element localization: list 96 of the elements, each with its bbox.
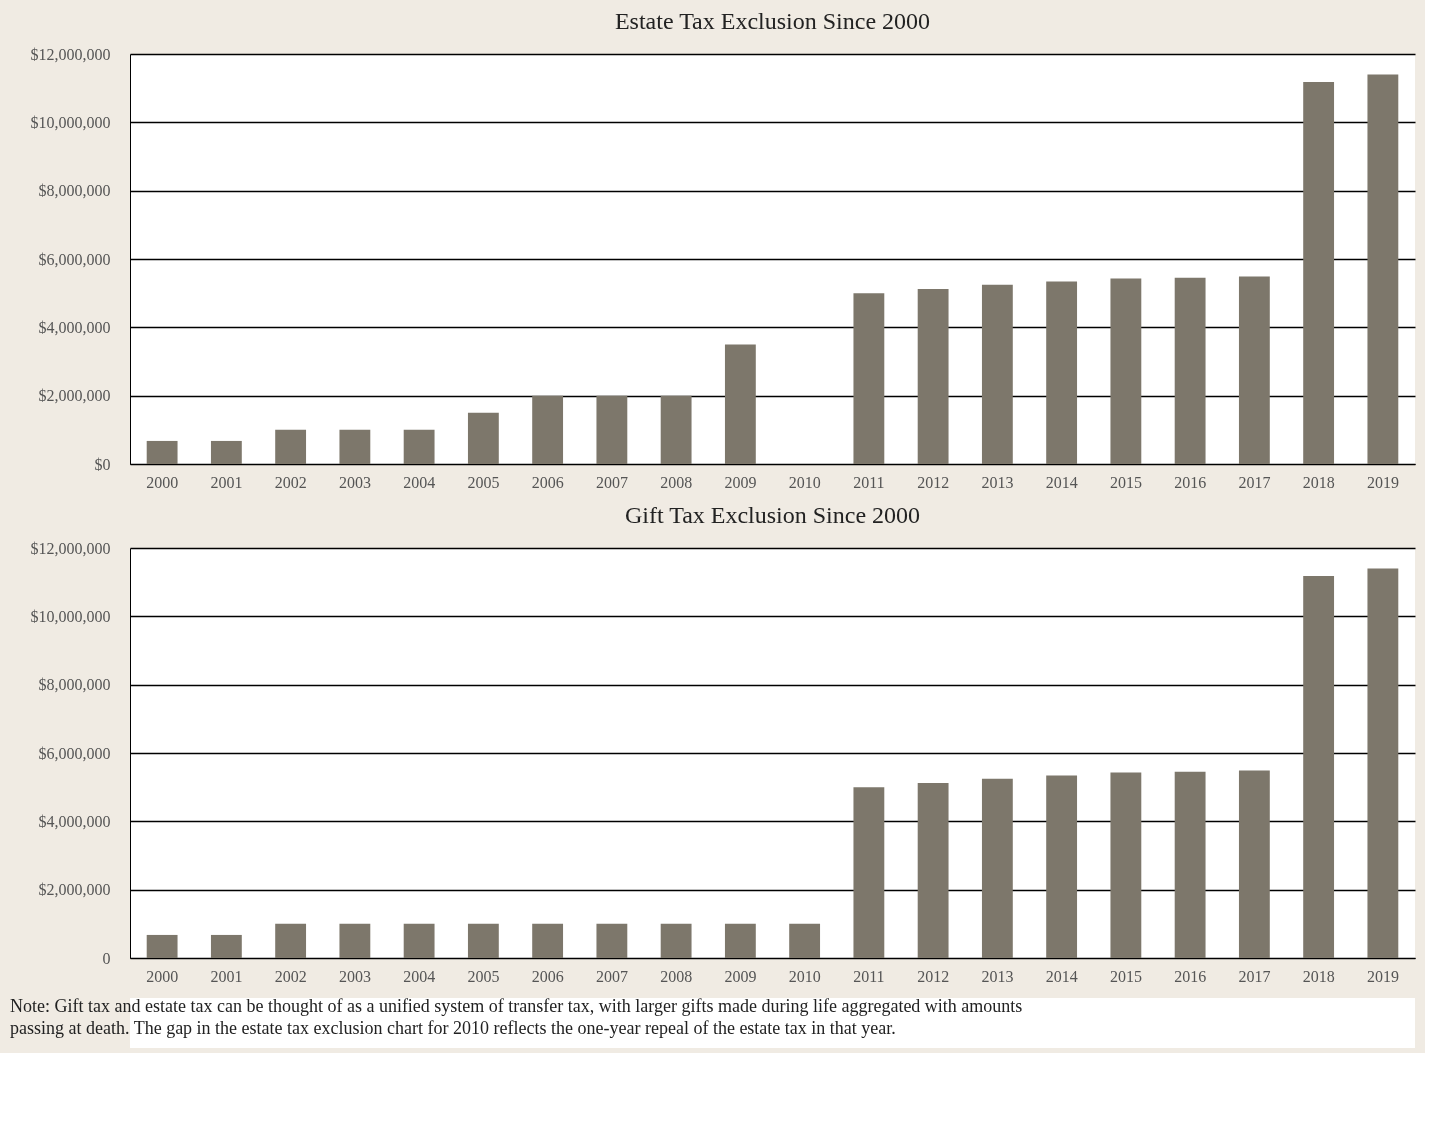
x-tick-label: 2013 — [981, 967, 1014, 985]
x-tick-label: 2000 — [146, 473, 179, 491]
y-tick-label: $4,000,000 — [38, 812, 111, 830]
x-tick-label: 2003 — [338, 473, 371, 491]
bar — [853, 293, 885, 464]
x-tick-label: 2005 — [467, 473, 500, 491]
x-tick-label: 2011 — [853, 473, 885, 491]
y-tick-label: $2,000,000 — [38, 387, 111, 405]
bar — [1046, 775, 1078, 958]
bar — [596, 923, 628, 958]
x-tick-label: 2006 — [531, 967, 564, 985]
x-tick-label: 2009 — [724, 473, 757, 491]
bar — [660, 923, 692, 958]
y-tick-label: $0 — [94, 455, 111, 473]
x-tick-label: 2014 — [1045, 473, 1078, 491]
bar — [917, 783, 949, 958]
y-tick-label: $6,000,000 — [38, 250, 111, 268]
bar — [146, 934, 178, 958]
bar — [1238, 276, 1270, 464]
x-tick-label: 2019 — [1366, 473, 1399, 491]
bar — [532, 395, 564, 464]
bar — [467, 412, 499, 464]
bar — [1303, 82, 1335, 464]
x-tick-label: 2011 — [853, 967, 885, 985]
bar — [1110, 278, 1142, 464]
x-tick-label: 2002 — [274, 473, 307, 491]
bar — [1367, 74, 1399, 464]
x-tick-label: 2018 — [1302, 967, 1335, 985]
y-tick-label: $8,000,000 — [38, 182, 111, 200]
text: Note: Gift tax and estate tax can be thought of as a unified system of transfer tax, with larger gifts made during life aggregated with amounts passing at death. The gap in the estate tax exclusion chart for 2010 reflects the one-year repeal of the estate tax in that year. — [10, 996, 1023, 1038]
y-tick-label: $12,000,000 — [30, 539, 111, 557]
chart-title: Estate Tax Exclusion Since 2000 — [614, 8, 931, 34]
y-tick-label: 0 — [102, 949, 111, 967]
bar — [403, 429, 435, 464]
x-tick-label: 2009 — [724, 967, 757, 985]
x-tick-label: 2010 — [788, 473, 821, 491]
y-tick-label: $2,000,000 — [38, 881, 111, 899]
bar — [339, 923, 371, 958]
chart-title: Gift Tax Exclusion Since 2000 — [624, 502, 921, 528]
x-tick-label: 2016 — [1174, 473, 1207, 491]
bar — [853, 787, 885, 958]
x-tick-label: 2004 — [403, 967, 436, 985]
bar — [1174, 771, 1206, 958]
bar — [210, 440, 242, 464]
bar — [339, 429, 371, 464]
y-tick-label: $10,000,000 — [30, 113, 111, 131]
x-tick-label: 2001 — [210, 967, 243, 985]
bar — [724, 923, 756, 958]
x-tick-label: 2017 — [1238, 473, 1271, 491]
bar — [275, 923, 307, 958]
x-tick-label: 2007 — [595, 967, 628, 985]
bar — [210, 934, 242, 958]
x-tick-label: 2001 — [210, 473, 243, 491]
x-tick-label: 2017 — [1238, 967, 1271, 985]
bar — [596, 395, 628, 464]
x-tick-label: 2012 — [917, 473, 950, 491]
x-tick-label: 2007 — [595, 473, 628, 491]
y-tick-label: $6,000,000 — [38, 744, 111, 762]
bar — [1174, 277, 1206, 464]
x-tick-label: 2015 — [1109, 473, 1142, 491]
x-tick-label: 2016 — [1174, 967, 1207, 985]
bar — [467, 923, 499, 958]
bar — [275, 429, 307, 464]
x-tick-label: 2006 — [531, 473, 564, 491]
x-tick-label: 2003 — [338, 967, 371, 985]
y-tick-label: $10,000,000 — [30, 607, 111, 625]
bar — [981, 284, 1013, 464]
x-tick-label: 2010 — [788, 967, 821, 985]
y-tick-label: $8,000,000 — [38, 676, 111, 694]
bar — [981, 778, 1013, 958]
bar — [1303, 576, 1335, 958]
bar — [789, 923, 821, 958]
bar — [917, 289, 949, 464]
x-tick-label: 2000 — [146, 967, 179, 985]
x-tick-label: 2013 — [981, 473, 1014, 491]
x-tick-label: 2005 — [467, 967, 500, 985]
bar — [146, 440, 178, 464]
x-tick-label: 2014 — [1045, 967, 1078, 985]
bar — [1110, 772, 1142, 958]
x-tick-label: 2012 — [917, 967, 950, 985]
x-tick-label: 2008 — [660, 473, 693, 491]
y-tick-label: $4,000,000 — [38, 318, 111, 336]
x-tick-label: 2015 — [1109, 967, 1142, 985]
bar — [724, 344, 756, 464]
x-tick-label: 2002 — [274, 967, 307, 985]
y-tick-label: $12,000,000 — [30, 45, 111, 63]
x-tick-label: 2008 — [660, 967, 693, 985]
bar — [1367, 568, 1399, 958]
x-tick-label: 2004 — [403, 473, 436, 491]
bar — [403, 923, 435, 958]
bar — [1046, 281, 1078, 464]
bar — [1238, 770, 1270, 958]
bar — [532, 923, 564, 958]
x-tick-label: 2018 — [1302, 473, 1335, 491]
x-tick-label: 2019 — [1366, 967, 1399, 985]
bar — [660, 395, 692, 464]
